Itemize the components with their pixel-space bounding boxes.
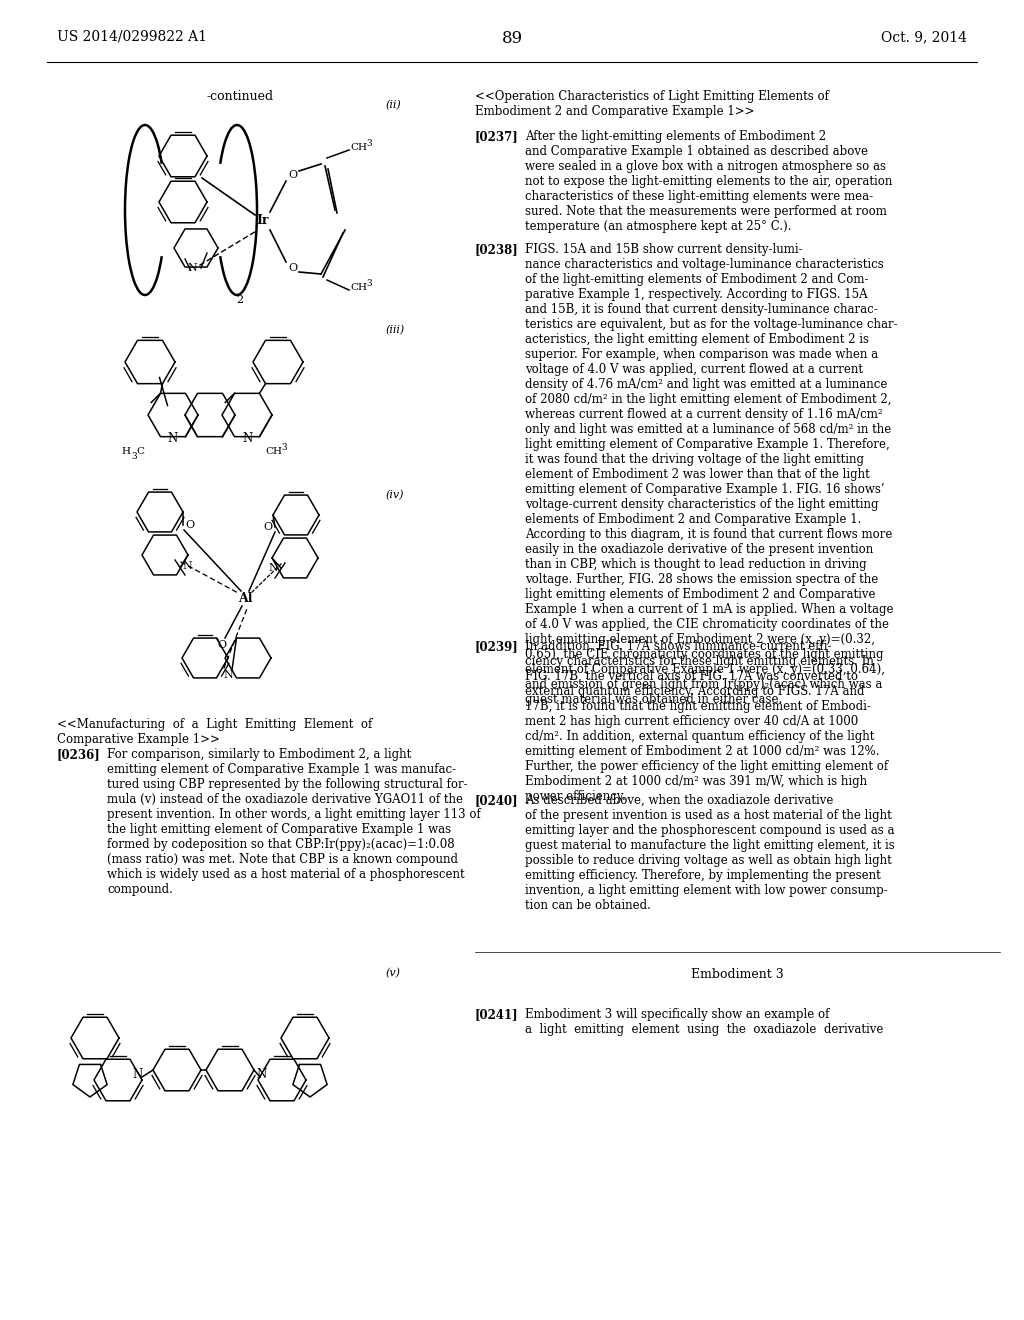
- Text: Oct. 9, 2014: Oct. 9, 2014: [881, 30, 967, 44]
- Text: In addition, FIG. 17A shows luminance-current effi-
ciency characteristics for t: In addition, FIG. 17A shows luminance-cu…: [525, 640, 888, 803]
- Text: 3: 3: [131, 451, 136, 461]
- Text: [0241]: [0241]: [475, 1008, 518, 1020]
- Text: N: N: [187, 263, 197, 273]
- Text: [0240]: [0240]: [475, 795, 518, 807]
- Text: 3: 3: [366, 280, 372, 289]
- Text: N: N: [133, 1068, 143, 1081]
- Text: For comparison, similarly to Embodiment 2, a light
emitting element of Comparati: For comparison, similarly to Embodiment …: [106, 748, 480, 896]
- Text: H: H: [121, 447, 130, 457]
- Text: O: O: [263, 521, 272, 532]
- Text: Ir: Ir: [257, 214, 269, 227]
- Text: N: N: [268, 564, 278, 573]
- Text: CH: CH: [350, 284, 367, 293]
- Text: N: N: [257, 1068, 267, 1081]
- Text: (v): (v): [385, 968, 400, 978]
- Text: [0239]: [0239]: [475, 640, 519, 653]
- Text: <<Manufacturing  of  a  Light  Emitting  Element  of
Comparative Example 1>>: <<Manufacturing of a Light Emitting Elem…: [57, 718, 373, 746]
- Text: -continued: -continued: [207, 90, 273, 103]
- Text: C: C: [136, 447, 144, 457]
- Text: US 2014/0299822 A1: US 2014/0299822 A1: [57, 30, 207, 44]
- Text: (iv): (iv): [385, 490, 403, 500]
- Text: O: O: [217, 640, 226, 649]
- Text: As described above, when the oxadiazole derivative
of the present invention is u: As described above, when the oxadiazole …: [525, 795, 895, 912]
- Text: 3: 3: [281, 444, 287, 453]
- Text: O: O: [289, 263, 298, 273]
- Text: Al: Al: [238, 591, 252, 605]
- Text: <<Operation Characteristics of Light Emitting Elements of
Embodiment 2 and Compa: <<Operation Characteristics of Light Emi…: [475, 90, 828, 117]
- Text: [0237]: [0237]: [475, 129, 519, 143]
- Text: O: O: [185, 520, 195, 531]
- Text: 89: 89: [502, 30, 522, 48]
- Text: CH: CH: [265, 447, 282, 457]
- Text: N: N: [182, 561, 191, 572]
- Text: FIGS. 15A and 15B show current density-lumi-
nance characteristics and voltage-l: FIGS. 15A and 15B show current density-l…: [525, 243, 898, 706]
- Text: N: N: [223, 671, 232, 680]
- Text: CH: CH: [350, 144, 367, 153]
- Text: 3: 3: [366, 140, 372, 149]
- Text: Embodiment 3: Embodiment 3: [691, 968, 784, 981]
- Text: N: N: [168, 433, 178, 446]
- Text: (iii): (iii): [385, 325, 404, 335]
- Text: N: N: [243, 433, 253, 446]
- Text: 2: 2: [237, 294, 244, 305]
- Text: Embodiment 3 will specifically show an example of
a  light  emitting  element  u: Embodiment 3 will specifically show an e…: [525, 1008, 884, 1036]
- Text: After the light-emitting elements of Embodiment 2
and Comparative Example 1 obta: After the light-emitting elements of Emb…: [525, 129, 892, 234]
- Text: [0238]: [0238]: [475, 243, 519, 256]
- Text: (ii): (ii): [385, 100, 400, 111]
- Text: [0236]: [0236]: [57, 748, 100, 762]
- Text: O: O: [289, 170, 298, 180]
